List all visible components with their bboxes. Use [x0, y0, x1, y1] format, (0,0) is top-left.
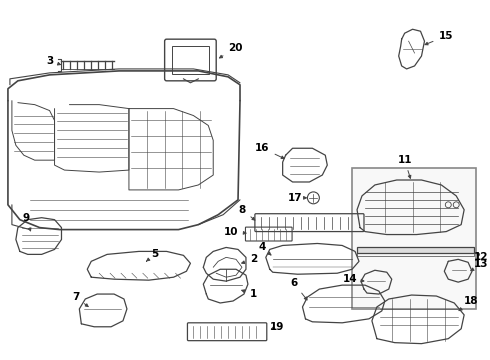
Bar [352, 168, 476, 309]
Bar [172, 46, 209, 74]
Bar [357, 247, 474, 253]
Text: 17: 17 [288, 193, 306, 203]
Text: 13: 13 [471, 259, 489, 271]
Text: 19: 19 [270, 322, 284, 332]
Text: 10: 10 [223, 226, 246, 237]
Text: 18: 18 [459, 296, 479, 311]
Text: 8: 8 [239, 205, 255, 220]
Text: 12: 12 [474, 252, 489, 262]
Text: 3: 3 [47, 56, 60, 66]
Text: 7: 7 [72, 292, 88, 307]
Bar [357, 253, 474, 256]
Text: 11: 11 [397, 155, 412, 178]
Text: 14: 14 [343, 274, 364, 284]
Text: 20: 20 [220, 43, 243, 58]
Text: 2: 2 [242, 255, 257, 264]
Text: 15: 15 [425, 31, 453, 45]
Text: 16: 16 [255, 143, 284, 158]
Text: 4: 4 [258, 242, 271, 255]
Text: 1: 1 [242, 289, 257, 299]
Text: 6: 6 [290, 278, 307, 300]
Text: 5: 5 [147, 249, 159, 261]
Text: 9: 9 [23, 213, 31, 231]
